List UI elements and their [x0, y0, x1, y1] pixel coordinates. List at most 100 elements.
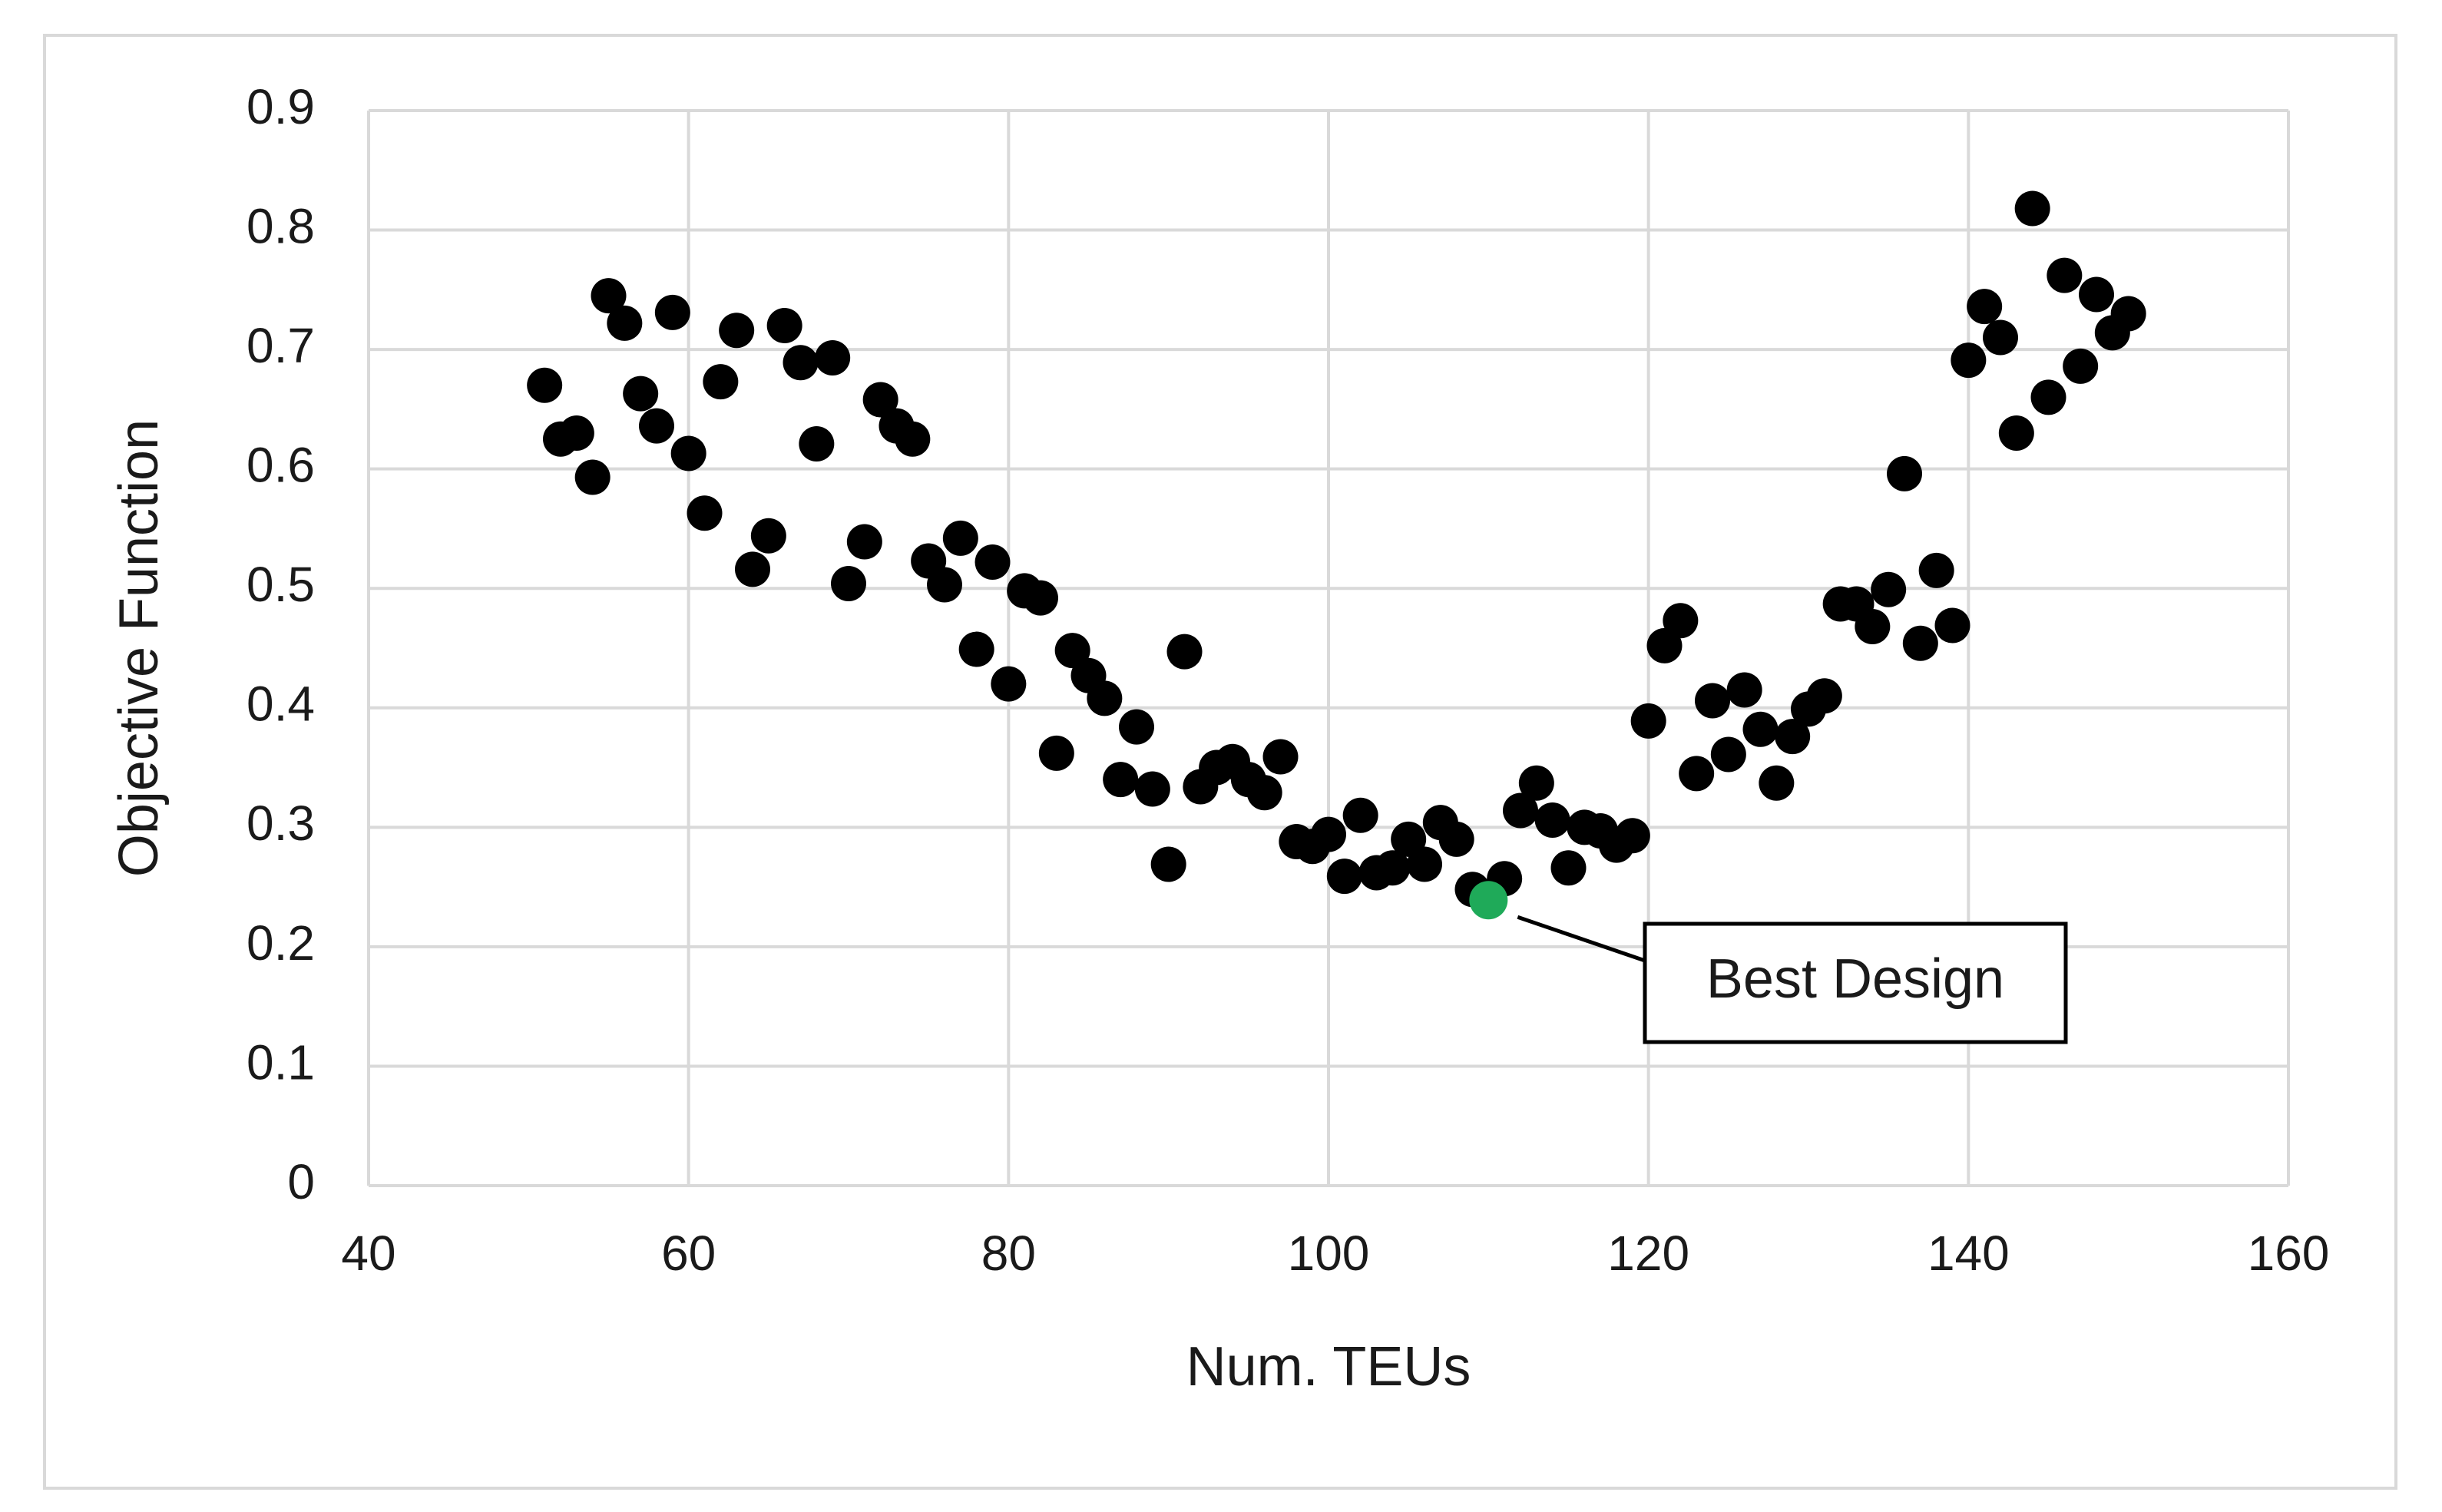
x-tick-label: 140	[1927, 1226, 2010, 1281]
data-point	[1103, 762, 1139, 798]
data-point	[1679, 756, 1715, 792]
best-design-point	[1469, 881, 1508, 920]
data-point	[670, 435, 706, 471]
data-point	[1087, 680, 1123, 716]
data-point	[1038, 735, 1074, 771]
x-axis-title: Num. TEUs	[1186, 1336, 1471, 1398]
data-point	[766, 308, 802, 343]
data-point	[1134, 771, 1170, 807]
y-tick-label: 0.3	[247, 796, 315, 851]
data-point	[1726, 672, 1762, 708]
y-tick-label: 0.2	[247, 915, 315, 971]
data-point	[1902, 625, 1938, 661]
data-point	[974, 544, 1011, 580]
data-point	[1023, 580, 1058, 616]
data-point	[1759, 765, 1795, 801]
data-point	[895, 421, 931, 457]
annotation-box	[1643, 921, 2068, 1044]
data-point	[2110, 296, 2146, 332]
data-point	[703, 364, 739, 400]
data-point	[558, 415, 594, 451]
annotation: Best Design	[1469, 881, 2068, 1044]
data-point	[1630, 703, 1666, 739]
data-point	[831, 566, 866, 601]
scatter-chart: 0 0.1 0.2 0.3 0.4 0.5 0.6 0.7 0.8 0.9 40 60 80 100 120…	[108, 79, 2329, 1398]
data-point	[1806, 678, 1842, 714]
data-point	[1326, 859, 1362, 895]
annotation-leader-line	[1517, 915, 1646, 963]
data-point	[991, 666, 1027, 702]
data-point	[1934, 607, 1970, 644]
data-point	[2030, 379, 2066, 415]
annotation-label: Best Design	[1706, 948, 2004, 1010]
data-point	[591, 278, 627, 314]
data-point	[783, 345, 819, 381]
data-point	[1871, 571, 1907, 607]
data-point	[1311, 816, 1346, 852]
data-point	[1710, 736, 1746, 773]
data-point	[1614, 818, 1650, 854]
data-point	[1119, 709, 1154, 745]
y-tick-label: 0.4	[247, 677, 315, 732]
data-point	[1695, 683, 1730, 719]
x-tick-label: 60	[661, 1226, 716, 1281]
data-point	[1342, 797, 1378, 833]
y-tick-label: 0.9	[247, 79, 315, 134]
x-tick-label: 40	[341, 1226, 395, 1281]
data-point	[846, 524, 882, 560]
grid-lines	[367, 109, 2290, 1187]
data-point	[1407, 846, 1442, 882]
data-point	[1166, 634, 1203, 670]
data-point	[1246, 775, 1282, 811]
data-point	[927, 567, 962, 603]
data-point	[735, 551, 770, 587]
data-point	[815, 340, 851, 376]
y-tick-label: 0.1	[247, 1034, 315, 1090]
data-point	[1054, 633, 1090, 669]
data-point	[687, 495, 723, 531]
data-point	[639, 408, 674, 444]
data-point	[1391, 821, 1427, 857]
data-point	[1998, 415, 2034, 451]
data-point	[1983, 319, 2018, 356]
tick-labels: 0 0.1 0.2 0.3 0.4 0.5 0.6 0.7 0.8 0.9 40 60 80 100 120…	[247, 79, 2329, 1281]
data-point	[1855, 609, 1891, 644]
y-tick-label: 0.7	[247, 318, 315, 373]
data-point	[623, 376, 659, 412]
data-point	[958, 631, 994, 667]
data-point	[799, 426, 835, 462]
data-point	[1550, 850, 1587, 886]
data-points	[527, 190, 2146, 908]
data-point	[1663, 603, 1699, 639]
data-point	[1967, 289, 2003, 325]
data-point	[1951, 342, 1987, 379]
x-tick-label: 80	[981, 1226, 1036, 1281]
data-point	[2079, 276, 2114, 313]
data-point	[1150, 846, 1186, 882]
data-point	[1646, 627, 1683, 663]
data-point	[1503, 792, 1538, 829]
chart-frame: 0 0.1 0.2 0.3 0.4 0.5 0.6 0.7 0.8 0.9 40 60 80 100 120…	[43, 34, 2397, 1490]
data-point	[1438, 821, 1474, 857]
data-point	[942, 520, 978, 556]
y-tick-label: 0.6	[247, 438, 315, 493]
data-point	[527, 367, 563, 403]
data-point	[862, 382, 898, 418]
data-point	[2014, 190, 2050, 227]
data-point	[607, 305, 643, 341]
data-point	[1918, 552, 1954, 588]
data-point	[1775, 719, 1811, 755]
data-point	[719, 313, 755, 349]
y-tick-label: 0	[287, 1154, 315, 1209]
y-tick-label: 0.8	[247, 198, 315, 253]
data-point	[1262, 739, 1299, 775]
y-tick-label: 0.5	[247, 557, 315, 612]
data-point	[2047, 257, 2083, 293]
data-point	[2063, 348, 2099, 384]
y-axis-title: Objective Function	[108, 419, 170, 877]
data-point	[574, 459, 610, 495]
x-tick-label: 120	[1607, 1226, 1689, 1281]
data-point	[654, 294, 690, 330]
data-point	[1534, 802, 1570, 838]
data-point	[1742, 711, 1779, 747]
